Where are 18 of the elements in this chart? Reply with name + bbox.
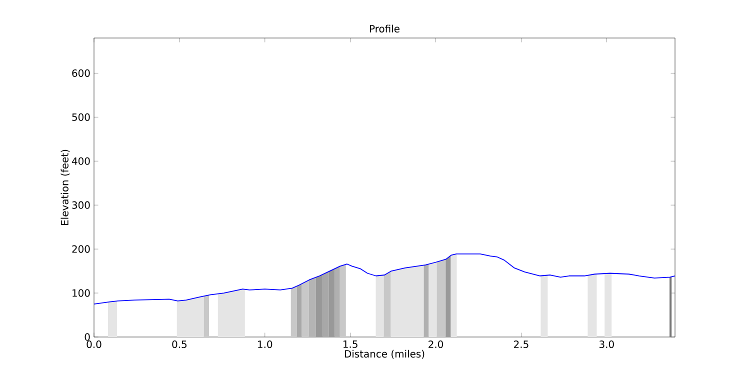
x-tick-label: 2.5 [514,340,528,348]
y-tick-label: 300 [72,201,90,209]
x-tick-label: 2.0 [428,340,444,348]
y-tick-label: 0 [84,333,90,341]
x-tick-label: 1.0 [258,340,272,348]
y-axis-title: Elevation (feet) [60,150,70,225]
y-tick-label: 500 [72,113,90,121]
x-tick-label: 0.0 [86,340,102,348]
chart-title: Profile [370,24,400,33]
y-tick-label: 600 [72,69,90,77]
line-series [94,253,676,304]
y-tick-label: 200 [72,245,90,253]
x-tick-label: 1.5 [344,340,358,348]
y-tick-label: 400 [72,157,90,165]
x-axis-title: Distance (miles) [344,350,424,359]
x-tick-label: 0.5 [172,340,186,348]
y-tick-label: 100 [72,289,90,297]
x-tick-label: 3.0 [600,340,614,348]
